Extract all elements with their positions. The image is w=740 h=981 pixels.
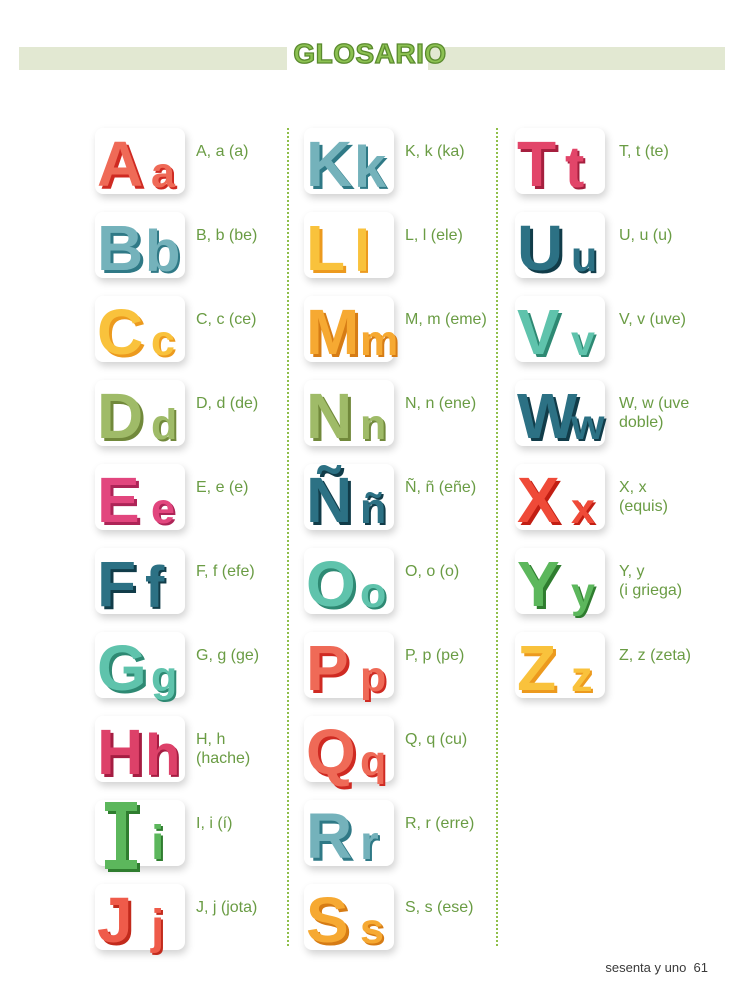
svg-text:K: K [306,128,352,200]
svg-text:M: M [306,296,359,368]
svg-text:h: h [145,723,180,788]
svg-text:L: L [306,212,345,284]
svg-text:x: x [571,485,595,533]
svg-text:k: k [354,135,387,200]
svg-text:X: X [517,464,560,536]
svg-text:S: S [306,884,349,956]
svg-text:n: n [360,401,386,449]
svg-text:i: i [151,817,164,870]
svg-text:W: W [517,380,578,452]
svg-text:P: P [306,632,349,704]
svg-text:d: d [151,401,177,449]
svg-text:B: B [97,212,143,284]
svg-text:O: O [306,548,356,620]
svg-text:Q: Q [306,716,356,788]
svg-text:ñ: ñ [360,485,386,533]
svg-text:D: D [97,380,143,452]
svg-text:J: J [97,884,133,956]
svg-text:T: T [517,128,556,200]
svg-text:j: j [150,901,164,954]
svg-text:A: A [97,128,143,200]
svg-text:l: l [354,219,370,284]
svg-text:v: v [571,317,595,365]
svg-text:w: w [570,401,605,449]
svg-text:Y: Y [517,548,560,620]
svg-text:o: o [360,569,386,617]
svg-text:N: N [306,380,352,452]
svg-text:q: q [360,737,386,785]
svg-text:s: s [360,905,384,953]
svg-text:F: F [97,548,136,620]
svg-text:a: a [151,149,176,197]
svg-text:E: E [97,464,140,536]
svg-text:m: m [360,317,398,365]
svg-text:p: p [360,653,386,701]
svg-text:u: u [571,233,597,281]
svg-text:R: R [306,800,352,872]
svg-text:t: t [565,135,584,200]
svg-text:Z: Z [517,632,556,704]
svg-text:G: G [97,632,147,704]
svg-text:b: b [145,219,180,284]
svg-text:C: C [97,296,143,368]
svg-text:f: f [145,555,165,620]
svg-text:Ñ: Ñ [306,464,352,536]
svg-text:g: g [151,653,177,701]
svg-text:r: r [360,817,379,870]
svg-text:H: H [97,716,143,788]
svg-text:c: c [151,317,175,365]
svg-text:y: y [571,569,595,617]
svg-text:V: V [517,296,560,368]
svg-text:U: U [517,212,563,284]
svg-text:e: e [151,485,175,533]
svg-text:z: z [571,653,593,701]
